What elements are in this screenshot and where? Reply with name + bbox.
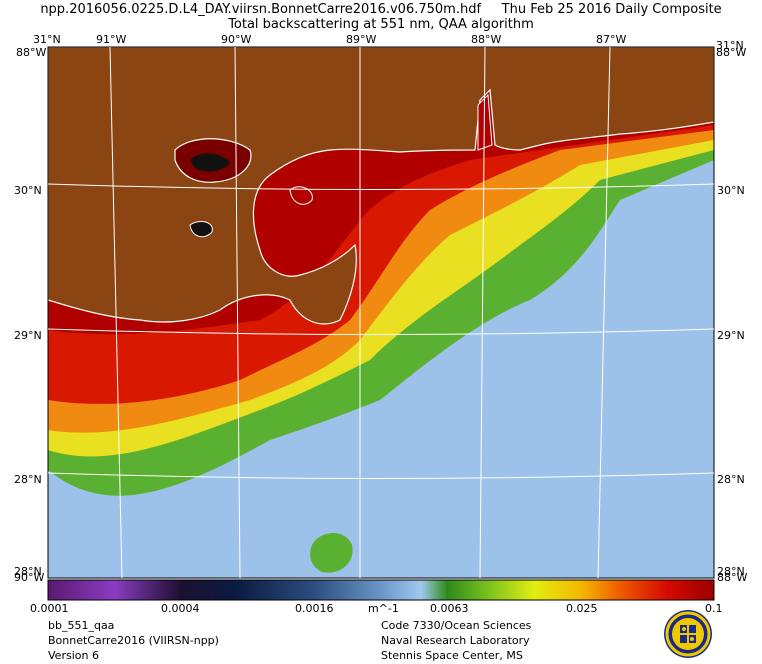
colorbar-unit: m^-1: [368, 602, 399, 615]
lat-label-29n-left: 29°N: [14, 329, 42, 342]
lon-label-90w: 90°W: [221, 33, 252, 46]
file-title: npp.2016056.0225.D.L4_DAY.viirsn.BonnetC…: [40, 2, 722, 17]
colorbar: [47, 579, 715, 601]
corner-label-bottom-right-lat: 28°N: [717, 565, 745, 578]
footer-variable: bb_551_qaa: [48, 619, 115, 632]
lat-label-28n-left: 28°N: [14, 473, 42, 486]
corner-label-top-left: 31°N: [33, 33, 61, 46]
land-area: [48, 47, 714, 325]
footer-location: Stennis Space Center, MS: [381, 649, 523, 662]
colorbar-tick: 0.0001: [30, 602, 69, 615]
colorbar-tick: 0.1: [705, 602, 723, 615]
lon-label-87w: 87°W: [596, 33, 627, 46]
corner-label-bottom-left-lat: 28°N: [14, 565, 42, 578]
colorbar-tick: 0.0063: [430, 602, 469, 615]
footer-lab: Naval Research Laboratory: [381, 634, 530, 647]
colorbar-tick: 0.0004: [161, 602, 200, 615]
colorbar-tick: 0.0016: [295, 602, 334, 615]
lon-label-89w: 89°W: [346, 33, 377, 46]
corner-label-right-bottom: 88°W: [717, 571, 748, 584]
lon-label-88w: 88°W: [471, 33, 502, 46]
lat-label-28n-right: 28°N: [717, 473, 745, 486]
lat-label-30n-left: 30°N: [14, 184, 42, 197]
graticule: [47, 46, 715, 579]
footer-dataset: BonnetCarre2016 (VIIRSN-npp): [48, 634, 219, 647]
product-subtitle: Total backscattering at 551 nm, QAA algo…: [228, 17, 534, 32]
footer-version: Version 6: [48, 649, 99, 662]
footer-code: Code 7330/Ocean Sciences: [381, 619, 532, 632]
nrl-seal-icon: [664, 610, 712, 658]
colorbar-tick: 0.025: [566, 602, 598, 615]
corner-label-right-top: 88°W: [716, 46, 747, 59]
lat-label-30n-right: 30°N: [717, 184, 745, 197]
lat-label-29n-right: 29°N: [717, 329, 745, 342]
corner-label-left-top: 88°W: [16, 46, 47, 59]
lon-label-91w: 91°W: [96, 33, 127, 46]
corner-label-top-right: 31°N: [716, 39, 744, 52]
map-image: [48, 47, 714, 578]
map-frame: [47, 46, 715, 579]
corner-label-left-bottom: 90°W: [14, 571, 45, 584]
